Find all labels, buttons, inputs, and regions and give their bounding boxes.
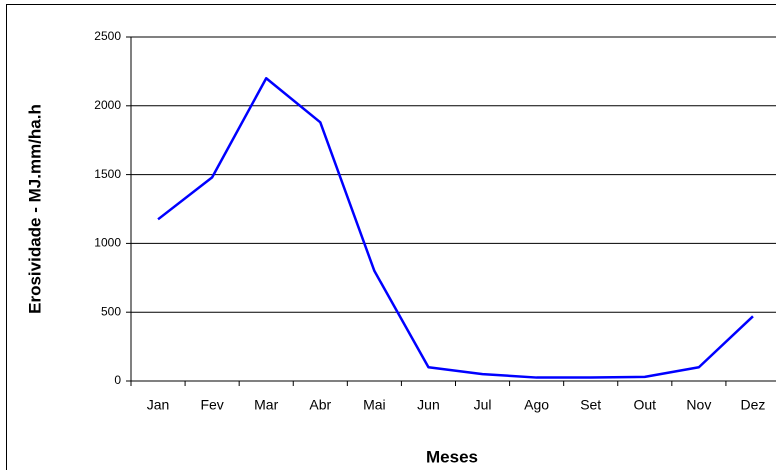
x-tick-label: Fev [200, 397, 223, 413]
y-tick-label: 2000 [94, 98, 121, 112]
x-tick-label: Nov [686, 397, 711, 413]
y-tick-label: 1000 [94, 236, 121, 250]
x-tick-label: Mar [254, 397, 278, 413]
y-tick-label: 500 [101, 304, 121, 318]
chart-border [6, 4, 776, 470]
y-tick-label: 2500 [94, 29, 121, 43]
x-tick-label: Out [634, 397, 657, 413]
y-tick-label: 1500 [94, 167, 121, 181]
x-tick-label: Jun [417, 397, 440, 413]
x-tick-label: Ago [524, 397, 549, 413]
x-tick-label: Abr [309, 397, 331, 413]
x-tick-label: Jan [147, 397, 170, 413]
x-tick-label: Jul [474, 397, 492, 413]
x-axis-title: Meses [426, 447, 478, 466]
line-series [157, 77, 754, 379]
y-tick-label: 0 [114, 373, 121, 387]
x-tick-label: Dez [741, 397, 766, 413]
x-tick-label: Set [580, 397, 601, 413]
y-axis-title: Erosividade - MJ.mm/ha.h [25, 104, 44, 314]
x-tick-label: Mai [363, 397, 386, 413]
